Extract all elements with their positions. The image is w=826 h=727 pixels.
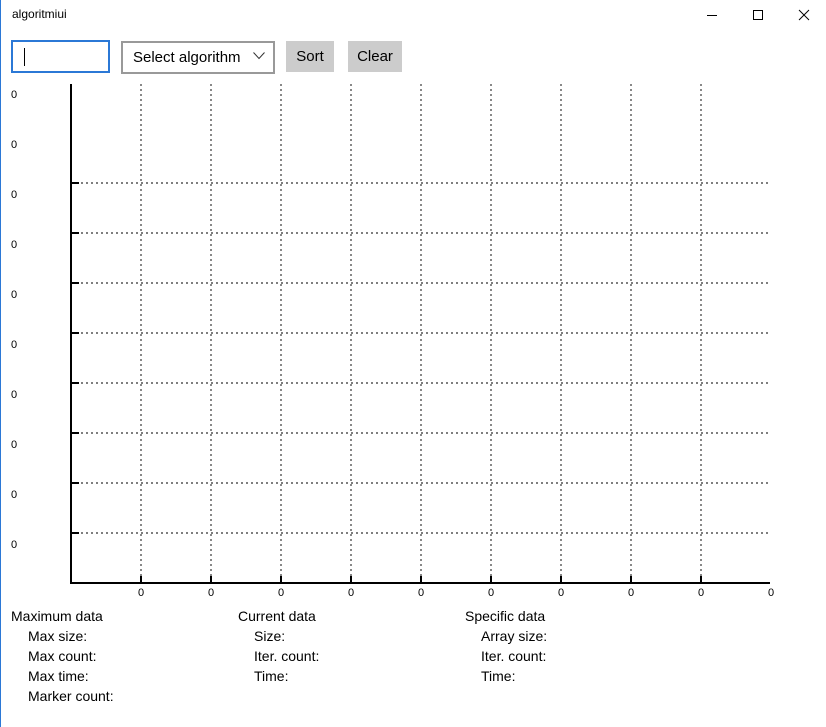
y-tick-label: 0 bbox=[11, 289, 17, 301]
algorithm-select-placeholder: Select algorithm bbox=[133, 49, 241, 66]
maximize-icon bbox=[753, 10, 763, 20]
current-data-panel: Current data Size: Iter. count: Time: bbox=[238, 606, 319, 686]
x-tick-label: 0 bbox=[558, 587, 564, 599]
text-caret bbox=[24, 48, 25, 66]
y-tick-label: 0 bbox=[11, 189, 17, 201]
max-count-label: Max count: bbox=[28, 648, 97, 664]
specific-time-label: Time: bbox=[481, 668, 516, 684]
chart-tick-labels: 0 0 0 0 0 0 0 0 0 0 0 0 0 0 0 0 0 0 0 0 bbox=[11, 89, 774, 599]
x-tick-label: 0 bbox=[278, 587, 284, 599]
y-tick-label: 0 bbox=[11, 539, 17, 551]
y-tick-label: 0 bbox=[11, 89, 17, 101]
array-size-input[interactable] bbox=[11, 40, 110, 73]
chevron-down-icon bbox=[253, 52, 265, 60]
x-tick-label: 0 bbox=[138, 587, 144, 599]
minimize-icon bbox=[707, 15, 717, 16]
x-tick-label: 0 bbox=[418, 587, 424, 599]
x-tick-label: 0 bbox=[488, 587, 494, 599]
x-tick-label: 0 bbox=[768, 587, 774, 599]
window-title: algoritmiui bbox=[12, 7, 67, 21]
specific-data-panel: Specific data Array size: Iter. count: T… bbox=[465, 606, 547, 686]
maximize-button[interactable] bbox=[735, 0, 781, 30]
current-size-label: Size: bbox=[254, 628, 286, 644]
close-icon bbox=[798, 9, 810, 21]
title-bar: algoritmiui bbox=[0, 0, 826, 30]
clear-button[interactable]: Clear bbox=[348, 41, 402, 72]
x-tick-label: 0 bbox=[698, 587, 704, 599]
specific-iter-count-label: Iter. count: bbox=[481, 648, 547, 664]
y-tick-label: 0 bbox=[11, 489, 17, 501]
array-size-label: Array size: bbox=[481, 628, 548, 644]
y-tick-label: 0 bbox=[11, 339, 17, 351]
chart-grid bbox=[71, 84, 770, 584]
x-tick-label: 0 bbox=[348, 587, 354, 599]
maximum-data-panel: Maximum data Max size: Max count: Max ti… bbox=[11, 606, 114, 706]
maximum-data-header: Maximum data bbox=[11, 608, 103, 624]
marker-count-label: Marker count: bbox=[28, 688, 114, 704]
y-tick-label: 0 bbox=[11, 239, 17, 251]
current-iter-count-label: Iter. count: bbox=[254, 648, 320, 664]
minimize-button[interactable] bbox=[689, 0, 735, 30]
chart: 0 0 0 0 0 0 0 0 0 0 0 0 0 0 0 0 0 0 0 0 bbox=[11, 84, 774, 599]
window-border bbox=[0, 0, 1, 727]
close-button[interactable] bbox=[781, 0, 826, 30]
y-tick-label: 0 bbox=[11, 139, 17, 151]
x-tick-label: 0 bbox=[208, 587, 214, 599]
y-tick-label: 0 bbox=[11, 439, 17, 451]
current-time-label: Time: bbox=[254, 668, 289, 684]
max-time-label: Max time: bbox=[28, 668, 89, 684]
specific-data-header: Specific data bbox=[465, 608, 546, 624]
sort-button[interactable]: Sort bbox=[286, 41, 334, 72]
y-tick-label: 0 bbox=[11, 389, 17, 401]
current-data-header: Current data bbox=[238, 608, 316, 624]
algorithm-select[interactable]: Select algorithm bbox=[121, 41, 275, 74]
x-tick-label: 0 bbox=[628, 587, 634, 599]
max-size-label: Max size: bbox=[28, 628, 88, 644]
chart-axes bbox=[70, 84, 770, 584]
